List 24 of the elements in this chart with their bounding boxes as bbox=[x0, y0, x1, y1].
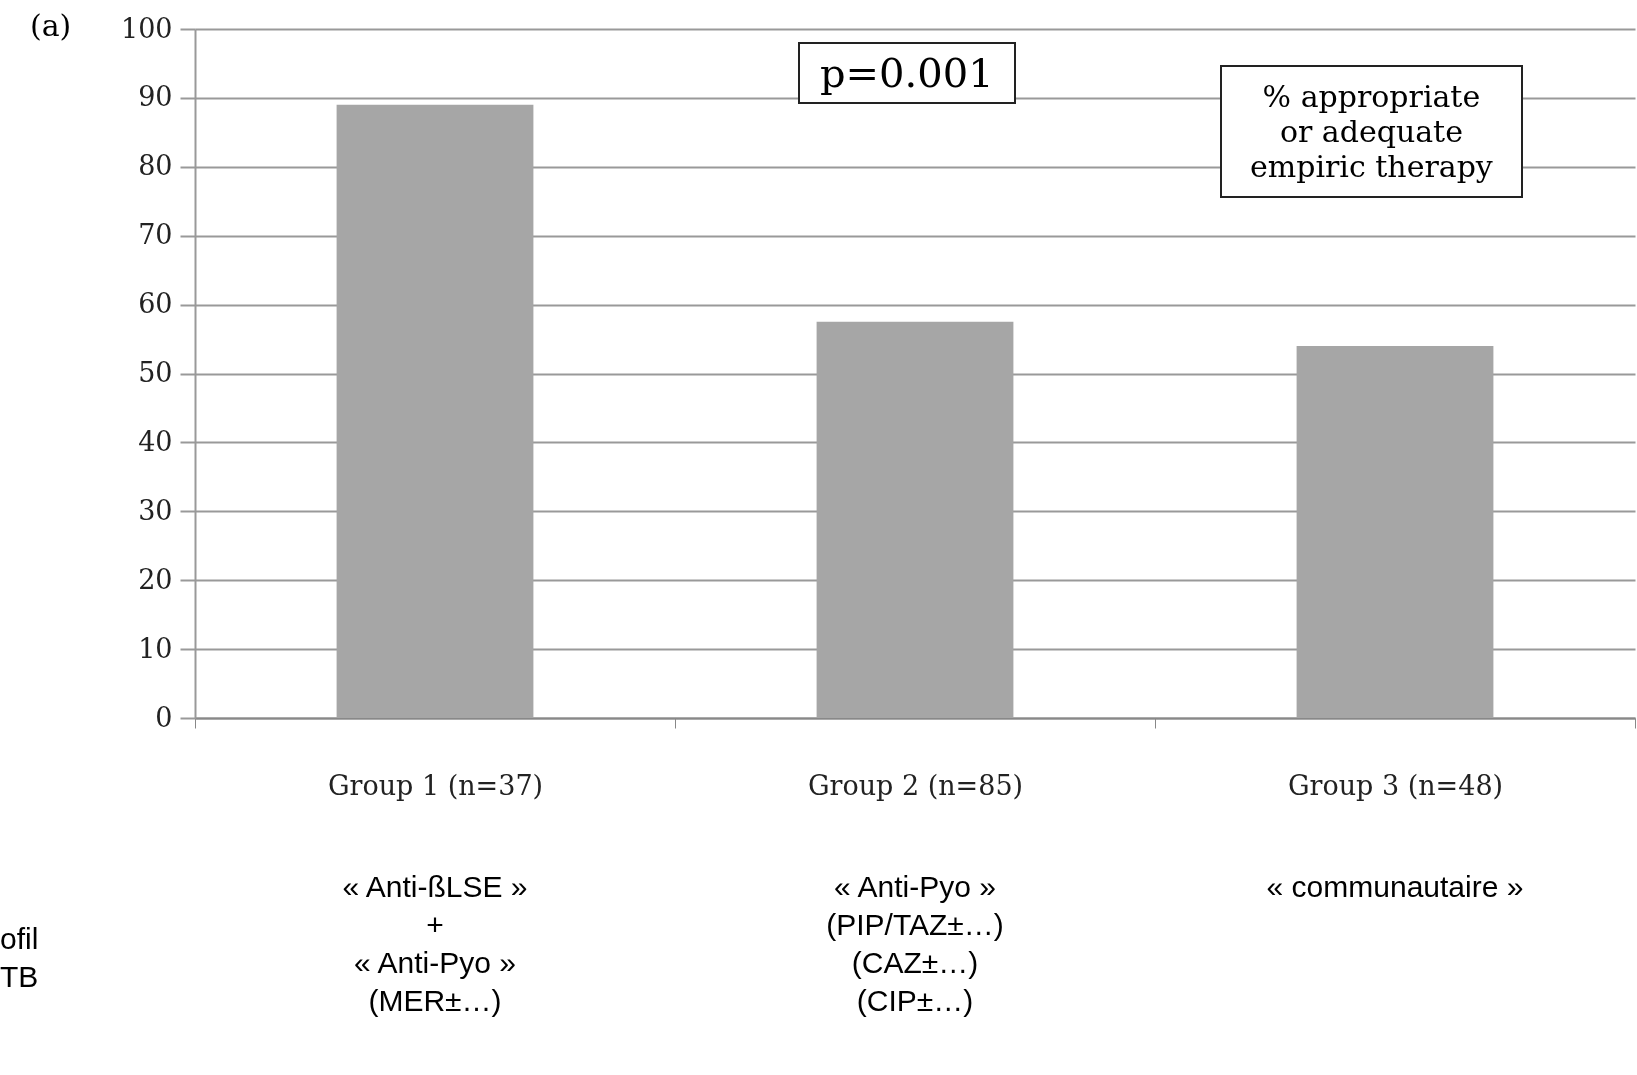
bar bbox=[816, 321, 1014, 718]
y-tick-label: 50 bbox=[138, 357, 173, 388]
text: « Anti-ßLSE » + « Anti-Pyo » (MER±…) bbox=[341, 869, 529, 1019]
annotation: p=0.001 bbox=[798, 42, 1016, 104]
y-tick-label: 90 bbox=[138, 81, 173, 113]
y-tick-label: 60 bbox=[138, 288, 173, 320]
annotation: % appropriate or adequate empiric therapy bbox=[1220, 65, 1523, 198]
text: « Anti-Pyo » (PIP/TAZ±…) (CAZ±…) (CIP±…) bbox=[825, 869, 1005, 1019]
y-tick-label: 20 bbox=[138, 563, 173, 595]
x-tick-label: Group 1 (n=37) bbox=[327, 769, 544, 801]
y-tick-label: 80 bbox=[138, 150, 173, 182]
text: « communautaire » bbox=[1265, 869, 1525, 905]
y-tick-label: 10 bbox=[138, 632, 173, 664]
y-tick-label: 100 bbox=[120, 12, 173, 44]
y-tick-label: 30 bbox=[138, 494, 173, 526]
x-tick-label: Group 2 (n=85) bbox=[807, 769, 1024, 801]
bar bbox=[1296, 345, 1494, 718]
y-tick-label: 40 bbox=[138, 425, 173, 457]
y-tick-label: 70 bbox=[138, 219, 173, 251]
y-tick-label: 0 bbox=[155, 701, 173, 733]
text: ofil TB bbox=[0, 921, 39, 995]
text: (a) bbox=[30, 8, 72, 43]
bar bbox=[336, 104, 534, 718]
x-tick-label: Group 3 (n=48) bbox=[1287, 769, 1504, 801]
